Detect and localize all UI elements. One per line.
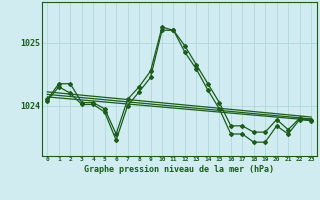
X-axis label: Graphe pression niveau de la mer (hPa): Graphe pression niveau de la mer (hPa) bbox=[84, 165, 274, 174]
